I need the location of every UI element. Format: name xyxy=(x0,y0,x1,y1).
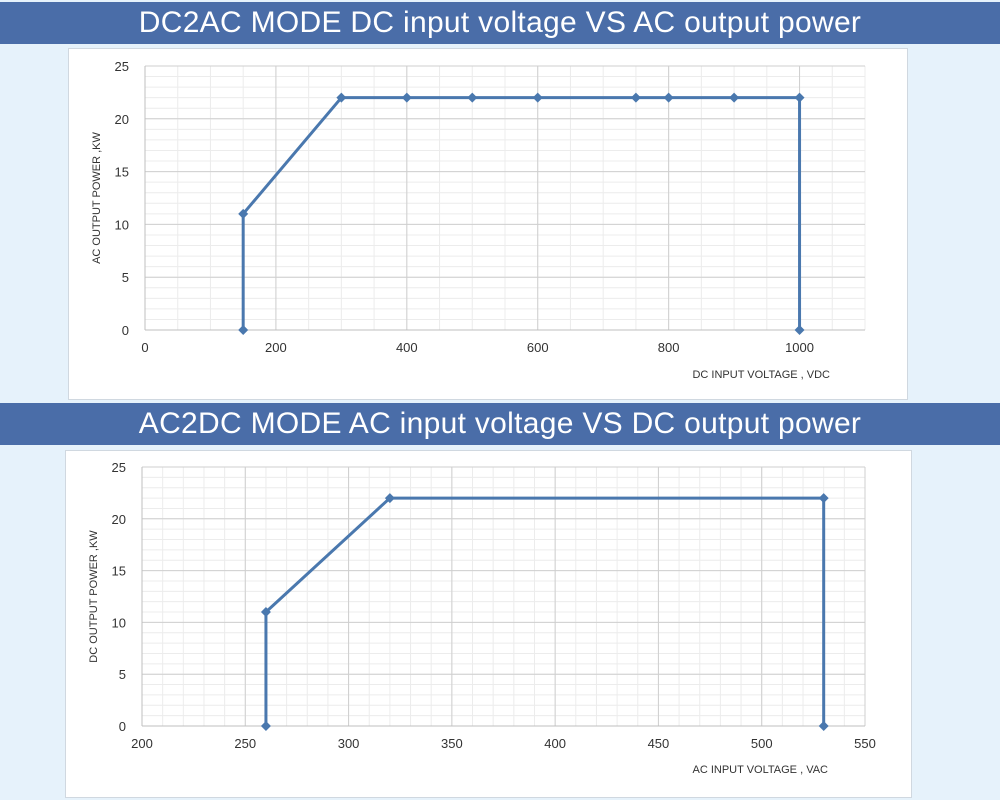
x-tick-label: 0 xyxy=(141,340,148,355)
data-point-marker xyxy=(818,721,829,731)
x-tick-label: 200 xyxy=(265,340,287,355)
y-tick-label: 10 xyxy=(112,615,126,630)
x-tick-label: 600 xyxy=(527,340,549,355)
y-tick-label: 15 xyxy=(112,564,126,579)
data-point-marker xyxy=(467,92,478,103)
x-axis-label: DC INPUT VOLTAGE , VDC xyxy=(692,369,830,381)
data-point-marker xyxy=(260,607,271,618)
data-point-marker xyxy=(794,92,805,103)
y-axis-label: AC OUTPUT POWER ,KW xyxy=(91,131,103,263)
x-tick-label: 350 xyxy=(441,736,463,751)
chart-1-title-banner: DC2AC MODE DC input voltage VS AC output… xyxy=(0,2,1000,44)
x-tick-label: 250 xyxy=(234,736,256,751)
y-tick-label: 25 xyxy=(112,460,126,475)
chart-2-title-banner: AC2DC MODE AC input voltage VS DC output… xyxy=(0,403,1000,445)
x-tick-label: 400 xyxy=(396,340,418,355)
x-tick-label: 400 xyxy=(544,736,566,751)
y-tick-label: 0 xyxy=(119,719,126,734)
x-tick-label: 450 xyxy=(648,736,670,751)
y-tick-label: 20 xyxy=(115,112,129,127)
data-point-marker xyxy=(238,208,249,219)
y-tick-label: 5 xyxy=(119,667,126,682)
y-tick-label: 25 xyxy=(115,59,129,74)
x-tick-label: 1000 xyxy=(785,340,814,355)
data-point-marker xyxy=(384,493,395,504)
x-tick-label: 800 xyxy=(658,340,680,355)
data-point-marker xyxy=(818,493,829,504)
y-tick-label: 10 xyxy=(115,217,129,232)
data-point-marker xyxy=(238,325,249,335)
y-tick-label: 20 xyxy=(112,512,126,527)
y-tick-label: 5 xyxy=(122,270,129,285)
data-point-marker xyxy=(401,92,412,103)
data-point-marker xyxy=(630,92,641,103)
x-tick-label: 550 xyxy=(854,736,876,751)
y-axis-label: DC OUTPUT POWER ,KW xyxy=(88,530,100,663)
data-point-marker xyxy=(663,92,674,103)
data-point-marker xyxy=(729,92,740,103)
y-tick-label: 0 xyxy=(122,323,129,338)
y-tick-label: 15 xyxy=(115,165,129,180)
x-tick-label: 200 xyxy=(131,736,153,751)
x-axis-label: AC INPUT VOLTAGE , VAC xyxy=(693,764,829,776)
data-point-marker xyxy=(794,325,805,335)
x-tick-label: 300 xyxy=(338,736,360,751)
data-point-marker xyxy=(336,92,347,103)
x-tick-label: 500 xyxy=(751,736,773,751)
data-point-marker xyxy=(260,721,271,731)
data-point-marker xyxy=(532,92,543,103)
